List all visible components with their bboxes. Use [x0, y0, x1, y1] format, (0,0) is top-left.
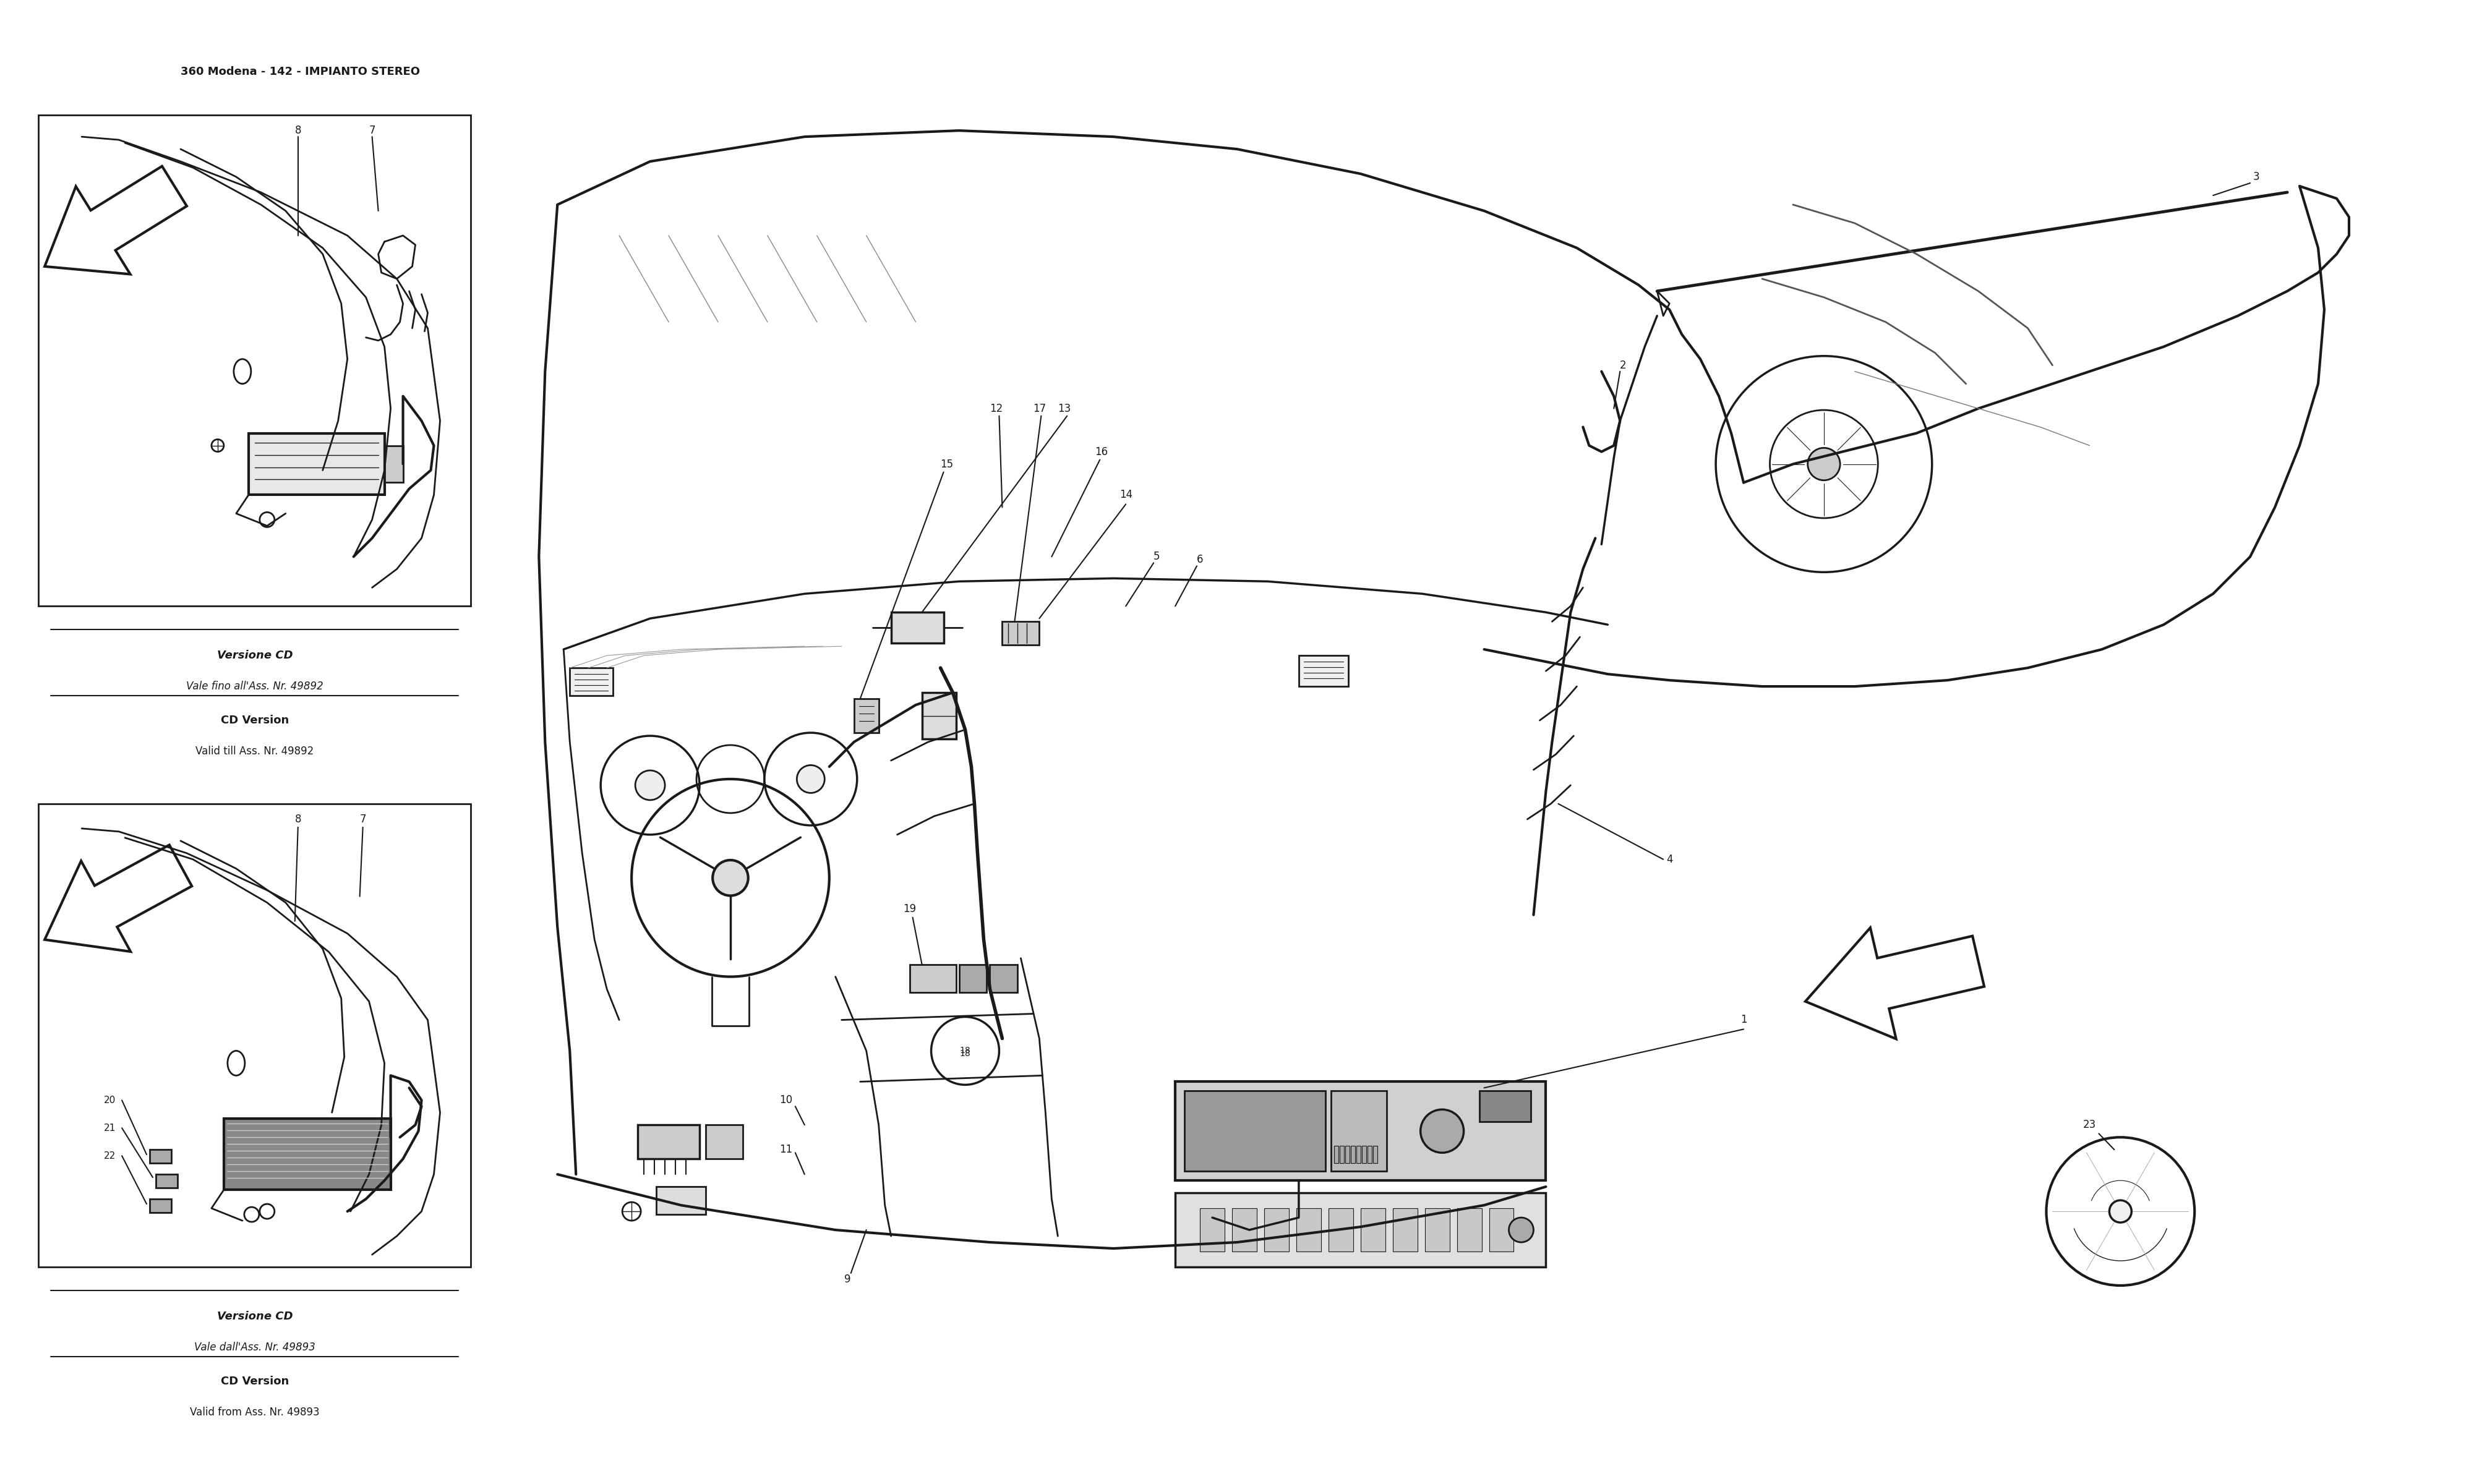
Text: Versione CD: Versione CD: [218, 1310, 292, 1322]
Text: Vale dall'Ass. Nr. 49893: Vale dall'Ass. Nr. 49893: [193, 1342, 314, 1353]
Bar: [1425, 1208, 1450, 1251]
Bar: [638, 1125, 700, 1159]
Text: 6: 6: [1197, 554, 1202, 565]
Text: 13: 13: [1056, 404, 1071, 414]
Text: 19: 19: [903, 904, 915, 914]
Bar: [1479, 1091, 1531, 1122]
Text: CD Version: CD Version: [220, 1376, 289, 1388]
Text: 360 Modena - 142 - IMPIANTO STEREO: 360 Modena - 142 - IMPIANTO STEREO: [181, 67, 421, 77]
Bar: [383, 445, 403, 482]
Polygon shape: [1806, 927, 1984, 1039]
Bar: [151, 1150, 171, 1163]
Bar: [910, 965, 955, 993]
Text: 22: 22: [104, 1152, 116, 1160]
Bar: [1338, 1146, 1343, 1163]
Text: 20: 20: [104, 1095, 116, 1106]
Text: 15: 15: [940, 459, 952, 469]
Text: 16: 16: [1094, 447, 1108, 457]
Circle shape: [1420, 1110, 1465, 1153]
Bar: [705, 1125, 742, 1159]
Text: 11: 11: [779, 1144, 792, 1155]
Text: 21: 21: [104, 1123, 116, 1132]
Bar: [1232, 1208, 1257, 1251]
Bar: [1356, 1146, 1361, 1163]
Text: 5: 5: [1153, 551, 1160, 562]
Bar: [1175, 1193, 1546, 1267]
Bar: [1361, 1208, 1385, 1251]
Text: 7: 7: [369, 125, 376, 137]
Text: Valid from Ass. Nr. 49893: Valid from Ass. Nr. 49893: [190, 1407, 319, 1417]
Text: 8: 8: [294, 125, 302, 137]
Text: 18: 18: [960, 1049, 970, 1058]
Bar: [1002, 622, 1039, 646]
Polygon shape: [45, 166, 186, 275]
Polygon shape: [45, 844, 193, 951]
Bar: [923, 693, 955, 739]
Text: 1: 1: [1739, 1015, 1747, 1025]
Bar: [1351, 1146, 1356, 1163]
Text: 17: 17: [1032, 404, 1047, 414]
Bar: [1457, 1208, 1482, 1251]
Text: 7: 7: [359, 813, 366, 825]
Bar: [1185, 1091, 1326, 1171]
Bar: [1331, 1091, 1385, 1171]
Circle shape: [636, 770, 666, 800]
Bar: [1296, 1208, 1321, 1251]
Bar: [891, 613, 943, 643]
Bar: [40, 804, 470, 1267]
Bar: [656, 1187, 705, 1214]
Bar: [1361, 1146, 1366, 1163]
Text: 2: 2: [1620, 359, 1625, 371]
Bar: [40, 116, 470, 605]
Text: 10: 10: [779, 1095, 792, 1106]
Circle shape: [1808, 448, 1841, 481]
Text: 3: 3: [2254, 171, 2259, 183]
Text: Versione CD: Versione CD: [218, 650, 292, 660]
Bar: [1264, 1208, 1289, 1251]
Bar: [156, 1174, 178, 1187]
Bar: [1333, 1146, 1338, 1163]
Text: 12: 12: [990, 404, 1002, 414]
Text: 14: 14: [1118, 490, 1133, 500]
Bar: [1373, 1146, 1378, 1163]
Bar: [247, 433, 383, 496]
Bar: [223, 1119, 391, 1190]
Bar: [960, 965, 987, 993]
Text: 23: 23: [2083, 1119, 2095, 1131]
Bar: [151, 1199, 171, 1212]
Bar: [990, 965, 1017, 993]
Bar: [1346, 1146, 1348, 1163]
Bar: [1175, 1082, 1546, 1180]
Bar: [1368, 1146, 1371, 1163]
Bar: [1329, 1208, 1353, 1251]
Circle shape: [1509, 1217, 1534, 1242]
Bar: [569, 668, 614, 696]
Text: 4: 4: [1665, 853, 1672, 865]
Bar: [1393, 1208, 1418, 1251]
Bar: [854, 699, 878, 733]
Circle shape: [797, 766, 824, 792]
Text: 8: 8: [294, 813, 302, 825]
Circle shape: [713, 861, 747, 896]
Text: 18: 18: [960, 1046, 970, 1055]
Bar: [1489, 1208, 1514, 1251]
Text: 9: 9: [844, 1273, 851, 1285]
Text: Valid till Ass. Nr. 49892: Valid till Ass. Nr. 49892: [195, 745, 314, 757]
Text: Vale fino all'Ass. Nr. 49892: Vale fino all'Ass. Nr. 49892: [186, 681, 324, 692]
Bar: [1200, 1208, 1225, 1251]
Bar: [1299, 656, 1348, 687]
Circle shape: [2110, 1201, 2133, 1223]
Text: CD Version: CD Version: [220, 715, 289, 726]
